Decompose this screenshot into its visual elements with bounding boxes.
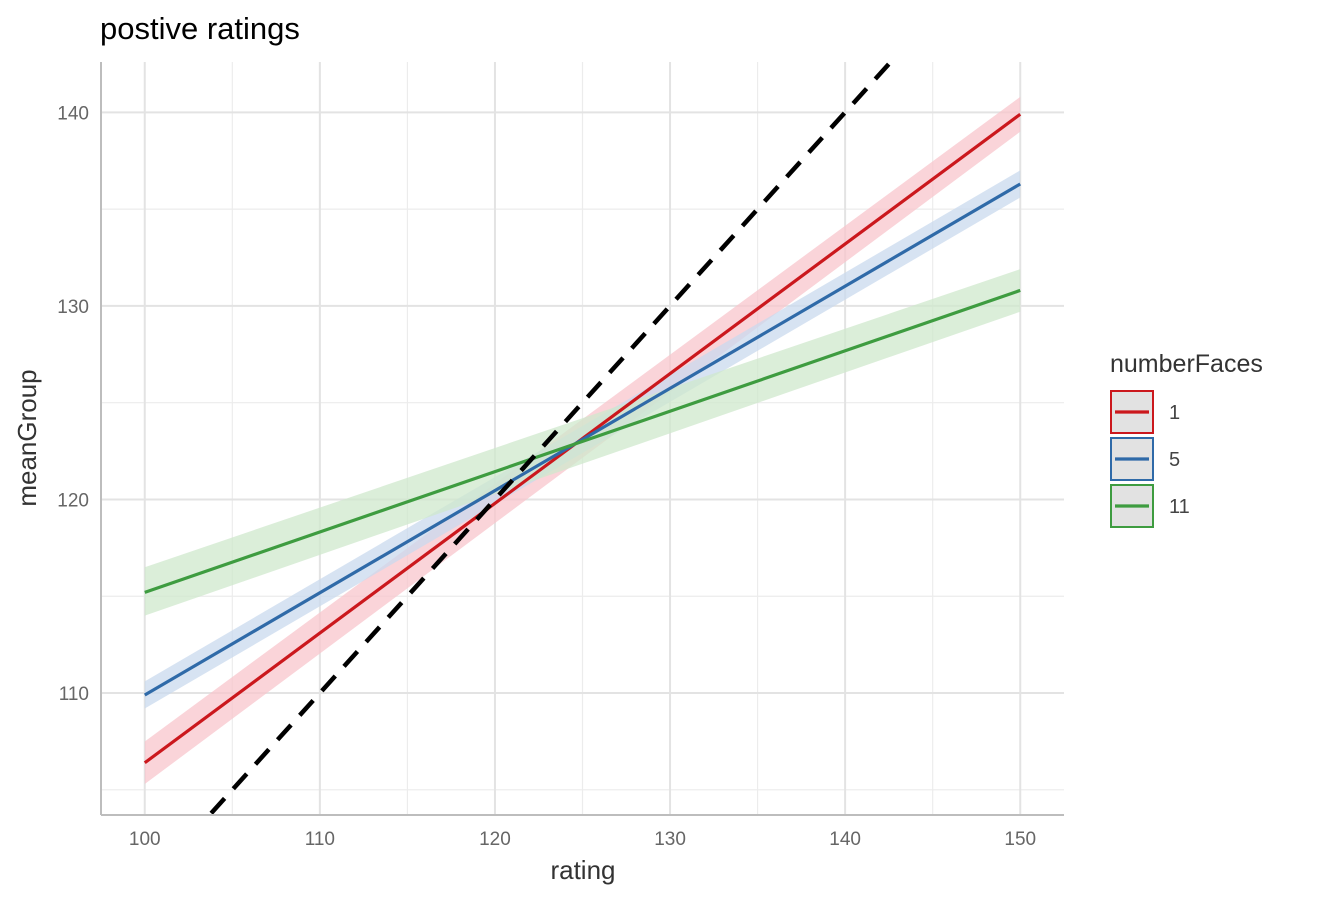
tick-labels: 100 110 120 130 140 150 110 120 130 140	[57, 103, 1036, 850]
x-tick-label: 140	[829, 829, 861, 850]
x-axis-title: rating	[550, 855, 615, 885]
legend-label-1: 1	[1169, 402, 1180, 424]
series-line-11	[144, 288, 1021, 594]
reference-line-group	[206, 62, 894, 815]
series-line-5	[143, 182, 1022, 697]
y-tick-label: 120	[57, 490, 89, 511]
reference-line-dashed	[206, 62, 894, 815]
x-tick-label: 130	[654, 829, 686, 850]
legend-label-5: 5	[1169, 449, 1180, 471]
y-axis-title: meanGroup	[12, 369, 42, 506]
chart-title: postive ratings	[100, 11, 300, 46]
x-tick-label: 150	[1004, 829, 1036, 850]
x-tick-label: 110	[305, 829, 335, 850]
x-tick-label: 120	[479, 829, 511, 850]
y-tick-label: 140	[57, 103, 89, 124]
x-tick-label: 100	[129, 829, 161, 850]
series-lines	[143, 112, 1022, 765]
grid-lines	[101, 62, 1064, 815]
legend-title: numberFaces	[1110, 350, 1263, 378]
legend: numberFaces 1 5 11	[1110, 350, 1263, 528]
y-tick-label: 110	[59, 684, 89, 705]
legend-label-11: 11	[1169, 496, 1190, 518]
y-tick-label: 130	[57, 297, 89, 318]
axes	[100, 62, 1064, 816]
